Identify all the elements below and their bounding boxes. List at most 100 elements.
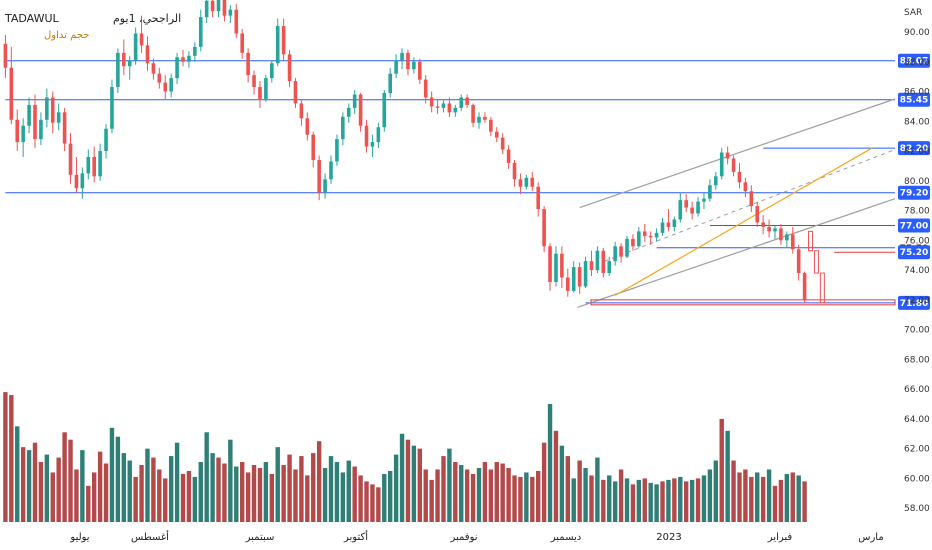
candle-body [293,81,298,104]
series-title[interactable]: الراجحي، 1يوم [113,12,181,25]
volume-bar [666,479,671,522]
candle-body [222,0,227,16]
candle-body [104,128,108,152]
candle-body [9,67,14,120]
channel-lines[interactable] [577,98,896,308]
candle-body [678,200,683,220]
candle-body [216,0,221,12]
candle-body [767,226,771,232]
volume-bar [145,448,150,522]
rising-trendline[interactable] [614,147,873,296]
volume-bar [376,487,381,522]
candle-body [483,116,487,120]
level-badge-label[interactable]: 75.20 [900,248,928,258]
level-badge-label[interactable]: 85.45 [900,96,928,106]
time-axis[interactable]: يوليو أغسطس سبتمبر أكتوبر نوفمبر ديسمبر 2023 فب… [69,530,883,543]
volume-bar [790,472,795,522]
volume-bar [719,418,724,522]
level-badge-label[interactable]: 88.07 [900,57,928,67]
candle-body [388,73,392,94]
candle-body [323,179,327,193]
candle-body [246,52,250,76]
candle-body [122,52,126,67]
volume-bar [553,430,559,522]
volume-bar [151,457,156,522]
support-zone-box[interactable] [590,299,896,306]
candle-body [714,176,718,186]
channel-upper-line[interactable] [579,98,896,209]
volume-bar [405,439,411,522]
channel-lower-line[interactable] [577,198,896,308]
volume-bar [299,456,304,522]
level-badge[interactable] [898,295,930,310]
candle-body [536,186,540,210]
candle-body [719,152,724,177]
volume-bar [334,462,340,522]
candle-body [684,200,688,208]
candle-body [755,206,760,223]
level-badge[interactable] [898,185,930,200]
candle-body [796,249,801,274]
level-badge-label[interactable]: 82.20 [900,144,928,154]
volume-bar [382,473,387,522]
candle-body [465,97,469,105]
x-tick-label: أغسطس [131,530,169,543]
candle-body [577,267,582,287]
price-axis[interactable]: 90.00 88.00 86.00 84.00 82.00 80.00 78.00 76.00… [904,28,930,514]
level-badge[interactable] [898,245,930,260]
level-badge[interactable] [898,53,930,68]
volume-bar [3,392,8,522]
volume-bar [240,462,245,522]
y-tick-label: 84.00 [904,117,930,127]
level-badge-label[interactable]: 79.20 [900,189,928,199]
level-badge-label[interactable]: 77.00 [900,221,928,231]
candle-body [512,162,517,180]
volume-bar [92,472,97,522]
x-tick-label: ديسمبر [550,532,581,543]
volume-bar [275,447,280,522]
volume-bar [281,465,286,522]
candle-body [601,250,606,274]
candle-body [15,119,20,143]
candle-body [637,231,641,247]
volume-indicator-label[interactable]: حجم تداول [44,30,89,41]
volume-bar [618,469,624,522]
candle-body [518,179,523,187]
candle-body [571,267,576,291]
volume-bar [636,479,642,522]
volume-bar [163,478,168,522]
candle-body [429,97,434,107]
level-badge[interactable] [898,141,930,156]
y-tick-label: 90.00 [904,28,930,38]
level-badge-label[interactable]: 71.80 [900,299,928,309]
candle-body [133,33,138,61]
candle-body [737,171,742,183]
volume-bar [660,481,665,522]
candle-body [151,63,156,74]
volume-bar [464,469,470,522]
volume-bar [186,470,192,522]
volume-bar [388,470,393,522]
y-tick-label: 88.00 [904,58,930,68]
symbol-label[interactable]: TADAWUL [4,12,60,25]
candle-body [3,43,8,68]
volume-bar [346,460,351,522]
candle-body [453,107,458,113]
volume-bar [488,469,494,522]
candle-body [524,177,529,187]
candle-body [672,219,677,227]
volume-bar [713,460,718,522]
candle-body [299,103,304,119]
candle-body [595,250,600,271]
volume-bar [435,469,440,522]
candle-body [554,253,558,282]
volume-bar [139,465,144,522]
volume-bar [695,478,701,522]
volume-bar [80,450,85,522]
candle-body [690,207,694,214]
volume-bar [731,460,736,522]
level-badge[interactable] [898,92,930,107]
level-badge[interactable] [898,218,930,233]
